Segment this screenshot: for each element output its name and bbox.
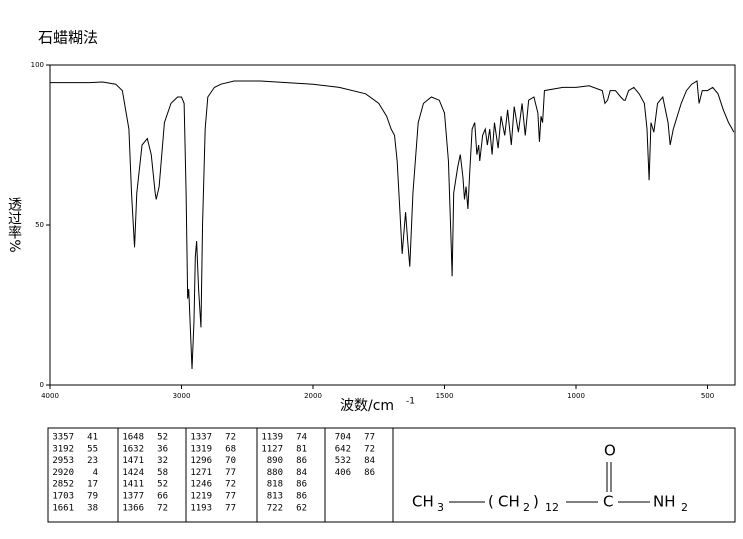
y-tick-label: 50 <box>35 221 44 229</box>
peak-wavenumber: 818 <box>267 480 283 490</box>
peak-transmittance: 36 <box>157 444 168 454</box>
x-axis-label-sup: -1 <box>406 397 415 407</box>
table-frame <box>47 427 736 523</box>
peak-transmittance: 81 <box>296 444 307 454</box>
structure-text: CH <box>498 493 520 511</box>
peak-transmittance: 86 <box>296 456 307 466</box>
peak-transmittance: 23 <box>87 456 98 466</box>
peak-wavenumber: 1424 <box>122 468 144 478</box>
peak-transmittance: 17 <box>87 480 98 490</box>
structure-sub: 3 <box>437 501 444 514</box>
peak-transmittance: 79 <box>87 492 98 502</box>
peak-wavenumber: 3357 <box>52 433 74 443</box>
peak-transmittance: 86 <box>364 468 375 478</box>
peak-transmittance: 62 <box>296 503 307 513</box>
peak-wavenumber: 1703 <box>52 492 74 502</box>
peak-transmittance: 77 <box>225 492 236 502</box>
structure-sub: 12 <box>545 501 559 514</box>
structure-text: ( <box>488 493 494 511</box>
peak-transmittance: 84 <box>296 468 307 478</box>
peak-transmittance: 77 <box>364 433 375 443</box>
peak-transmittance: 86 <box>296 492 307 502</box>
peak-transmittance: 58 <box>157 468 168 478</box>
peak-transmittance: 52 <box>157 433 168 443</box>
peak-transmittance: 72 <box>157 503 168 513</box>
peak-transmittance: 72 <box>225 480 236 490</box>
x-tick-label: 1500 <box>436 392 454 400</box>
structure-text: C <box>603 493 613 511</box>
peak-transmittance: 4 <box>93 468 98 478</box>
peak-transmittance: 70 <box>225 456 236 466</box>
peak-transmittance: 77 <box>225 503 236 513</box>
peak-wavenumber: 890 <box>267 456 283 466</box>
x-tick-label: 3000 <box>173 392 191 400</box>
peak-wavenumber: 1377 <box>122 492 144 502</box>
structure-sub: 2 <box>523 501 530 514</box>
y-tick-label: 0 <box>40 381 44 389</box>
peak-wavenumber: 722 <box>267 503 283 513</box>
peak-transmittance: 38 <box>87 503 98 513</box>
peak-wavenumber: 1219 <box>190 492 212 502</box>
peak-wavenumber: 2953 <box>52 456 74 466</box>
structure-sub: 2 <box>681 501 688 514</box>
peak-transmittance: 55 <box>87 444 98 454</box>
structure-text: NH <box>653 493 676 511</box>
peak-wavenumber: 1661 <box>52 503 74 513</box>
peak-wavenumber: 2920 <box>52 468 74 478</box>
peak-transmittance: 86 <box>296 480 307 490</box>
peak-wavenumber: 1632 <box>122 444 144 454</box>
peak-transmittance: 68 <box>225 444 236 454</box>
y-tick-label: 100 <box>31 61 44 69</box>
peak-wavenumber: 1193 <box>190 503 212 513</box>
x-axis-label: 波数/cm <box>340 398 394 414</box>
x-tick-label: 1000 <box>567 392 585 400</box>
peak-wavenumber: 532 <box>335 456 351 466</box>
spectrum-line <box>50 80 735 370</box>
table-dividers <box>117 428 394 522</box>
chart-title: 石蜡糊法 <box>38 29 98 47</box>
peak-wavenumber: 1648 <box>122 433 144 443</box>
x-tick-label: 4000 <box>41 392 59 400</box>
structure-text: O <box>604 442 616 460</box>
peak-wavenumber: 1139 <box>261 433 283 443</box>
peak-wavenumber: 642 <box>335 444 351 454</box>
peak-transmittance: 72 <box>364 444 375 454</box>
peak-wavenumber: 2852 <box>52 480 74 490</box>
peak-transmittance: 74 <box>296 433 307 443</box>
peak-transmittance: 32 <box>157 456 168 466</box>
peak-wavenumber: 1366 <box>122 503 144 513</box>
peak-wavenumber: 1296 <box>190 456 212 466</box>
peak-wavenumber: 1471 <box>122 456 144 466</box>
peak-wavenumber: 1411 <box>122 480 144 490</box>
structure-text: ) <box>533 493 539 511</box>
peak-transmittance: 66 <box>157 492 168 502</box>
peak-transmittance: 77 <box>225 468 236 478</box>
peak-wavenumber: 704 <box>335 433 351 443</box>
peak-transmittance: 72 <box>225 433 236 443</box>
peak-transmittance: 52 <box>157 480 168 490</box>
structure-text: CH <box>412 493 434 511</box>
peak-wavenumber: 1246 <box>190 480 212 490</box>
peak-wavenumber: 1337 <box>190 433 212 443</box>
plot-frame <box>49 64 736 386</box>
x-tick-label: 2000 <box>304 392 322 400</box>
peak-transmittance: 84 <box>364 456 375 466</box>
peak-wavenumber: 1271 <box>190 468 212 478</box>
peak-wavenumber: 1319 <box>190 444 212 454</box>
peak-wavenumber: 3192 <box>52 444 74 454</box>
x-tick-label: 500 <box>701 392 714 400</box>
peak-wavenumber: 406 <box>335 468 351 478</box>
structure-bonds <box>449 462 650 503</box>
peak-wavenumber: 1127 <box>261 444 283 454</box>
peak-transmittance: 41 <box>87 433 98 443</box>
peak-wavenumber: 880 <box>267 468 283 478</box>
y-axis-label: 透过率% <box>6 197 22 252</box>
peak-wavenumber: 813 <box>267 492 283 502</box>
